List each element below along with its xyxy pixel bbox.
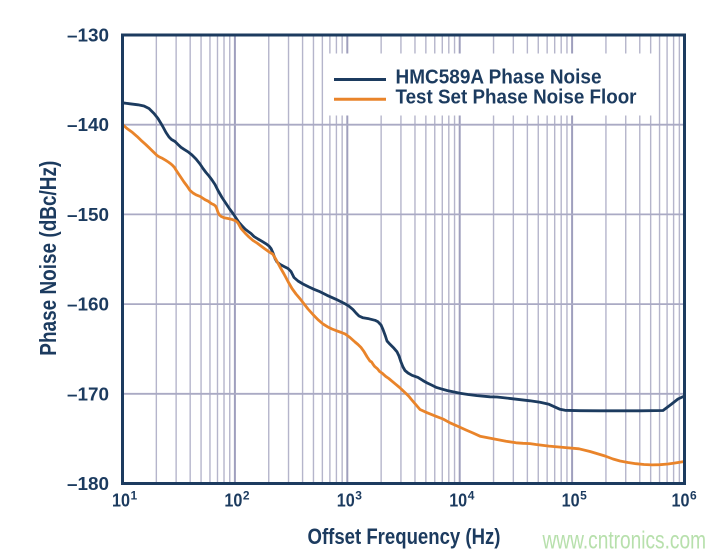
svg-text:–170: –170: [67, 384, 109, 404]
svg-text:10: 10: [112, 491, 130, 511]
svg-text:–140: –140: [67, 115, 109, 135]
svg-text:Phase Noise (dBc/Hz): Phase Noise (dBc/Hz): [35, 161, 61, 356]
svg-text:–130: –130: [67, 26, 109, 46]
svg-text:1: 1: [131, 489, 138, 503]
svg-text:10: 10: [672, 491, 690, 511]
svg-text:10: 10: [224, 491, 242, 511]
svg-text:10: 10: [562, 491, 580, 511]
svg-text:4: 4: [468, 489, 475, 503]
svg-text:–160: –160: [67, 295, 109, 315]
svg-text:Offset Frequency (Hz): Offset Frequency (Hz): [308, 524, 501, 549]
svg-text:5: 5: [580, 489, 587, 503]
svg-text:10: 10: [449, 491, 467, 511]
svg-text:6: 6: [690, 489, 697, 503]
svg-text:10: 10: [337, 491, 355, 511]
svg-text:2: 2: [243, 489, 250, 503]
svg-text:–180: –180: [67, 474, 109, 494]
svg-text:–150: –150: [67, 205, 109, 225]
svg-text:Test Set Phase Noise Floor: Test Set Phase Noise Floor: [396, 87, 637, 109]
svg-text:HMC589A Phase Noise: HMC589A Phase Noise: [396, 67, 602, 89]
svg-text:www.cntronics.com: www.cntronics.com: [542, 527, 706, 555]
svg-text:3: 3: [355, 489, 362, 503]
